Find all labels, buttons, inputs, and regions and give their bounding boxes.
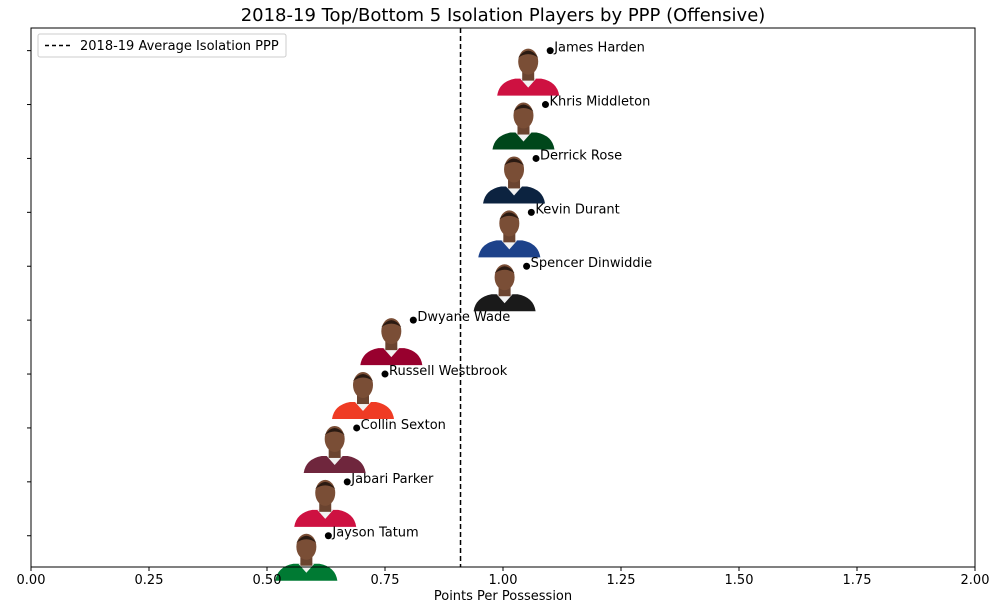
player-headshot	[294, 479, 357, 527]
face-shape	[381, 318, 402, 345]
legend-label: 2018-19 Average Isolation PPP	[80, 39, 279, 54]
jersey-collar	[298, 563, 315, 573]
x-tick-label: 1.75	[843, 573, 872, 588]
player-name-label: Jabari Parker	[350, 472, 434, 487]
player-name-label: Russell Westbrook	[389, 364, 508, 379]
player-name-label: Spencer Dinwiddie	[531, 256, 653, 271]
data-point	[381, 370, 389, 378]
player-headshot	[483, 156, 546, 204]
jersey-collar	[520, 78, 537, 88]
player-headshot	[492, 102, 555, 150]
face-shape	[315, 479, 336, 506]
jersey-collar	[317, 509, 334, 519]
data-point	[523, 262, 531, 270]
data-point	[324, 532, 332, 540]
data-point	[409, 316, 417, 324]
legend-box	[37, 33, 287, 58]
hair-shape	[499, 212, 520, 220]
plot-area: James Harden Khris Middleton Derrick Rose K…	[275, 28, 652, 581]
data-point	[541, 101, 549, 109]
face-shape	[324, 425, 345, 452]
x-tick-label: 2.00	[961, 573, 990, 588]
player-headshot	[360, 318, 423, 366]
x-tick-label: 1.50	[725, 573, 754, 588]
player-headshot	[303, 425, 366, 473]
player-name-label: James Harden	[553, 41, 645, 56]
jersey-collar	[496, 294, 513, 304]
x-tick-label: 1.00	[489, 573, 518, 588]
player-headshot	[478, 210, 541, 258]
data-point	[343, 478, 351, 486]
hair-shape	[296, 535, 317, 543]
jersey-collar	[326, 455, 343, 465]
player-name-label: Dwyane Wade	[417, 310, 510, 325]
jersey-collar	[383, 348, 400, 358]
hair-shape	[504, 158, 525, 166]
player-name-label: Jayson Tatum	[331, 526, 418, 541]
face-shape	[513, 102, 534, 129]
player-name-label: Khris Middleton	[549, 95, 650, 110]
face-shape	[518, 48, 539, 75]
player-headshot	[332, 372, 394, 420]
x-tick-label: 0.75	[371, 573, 400, 588]
hair-shape	[513, 104, 534, 112]
x-tick-label: 0.50	[253, 573, 282, 588]
x-axis: 0.00 0.25 0.50 0.75 1.00 1.25 1.50 1.75 2.00	[17, 567, 990, 588]
player-headshot	[497, 48, 560, 96]
data-point	[546, 47, 554, 55]
face-shape	[353, 372, 373, 399]
x-tick-label: 1.25	[607, 573, 636, 588]
x-tick-label: 0.25	[135, 573, 164, 588]
data-point	[527, 208, 535, 216]
data-point	[532, 154, 540, 162]
y-axis	[27, 50, 31, 537]
legend: 2018-19 Average Isolation PPP	[37, 33, 287, 58]
player-name-label: Collin Sexton	[361, 418, 446, 433]
face-shape	[296, 533, 317, 560]
jersey-collar	[506, 186, 523, 196]
jersey-collar	[515, 132, 532, 142]
player-headshot	[275, 533, 338, 581]
hair-shape	[494, 266, 515, 274]
hair-shape	[315, 481, 336, 489]
player-headshot	[473, 264, 536, 312]
hair-shape	[518, 50, 539, 58]
hair-shape	[353, 374, 373, 382]
x-tick-label: 0.00	[17, 573, 46, 588]
x-axis-label: Points Per Possession	[434, 589, 572, 604]
hair-shape	[381, 320, 402, 328]
player-name-label: Derrick Rose	[540, 148, 622, 163]
data-point	[353, 424, 361, 432]
jersey-collar	[355, 402, 371, 412]
player-name-label: Kevin Durant	[535, 202, 619, 217]
face-shape	[499, 210, 520, 237]
chart-title: 2018-19 Top/Bottom 5 Isolation Players b…	[241, 5, 766, 26]
face-shape	[504, 156, 525, 183]
face-shape	[494, 264, 515, 291]
hair-shape	[324, 427, 345, 435]
jersey-collar	[501, 240, 518, 250]
